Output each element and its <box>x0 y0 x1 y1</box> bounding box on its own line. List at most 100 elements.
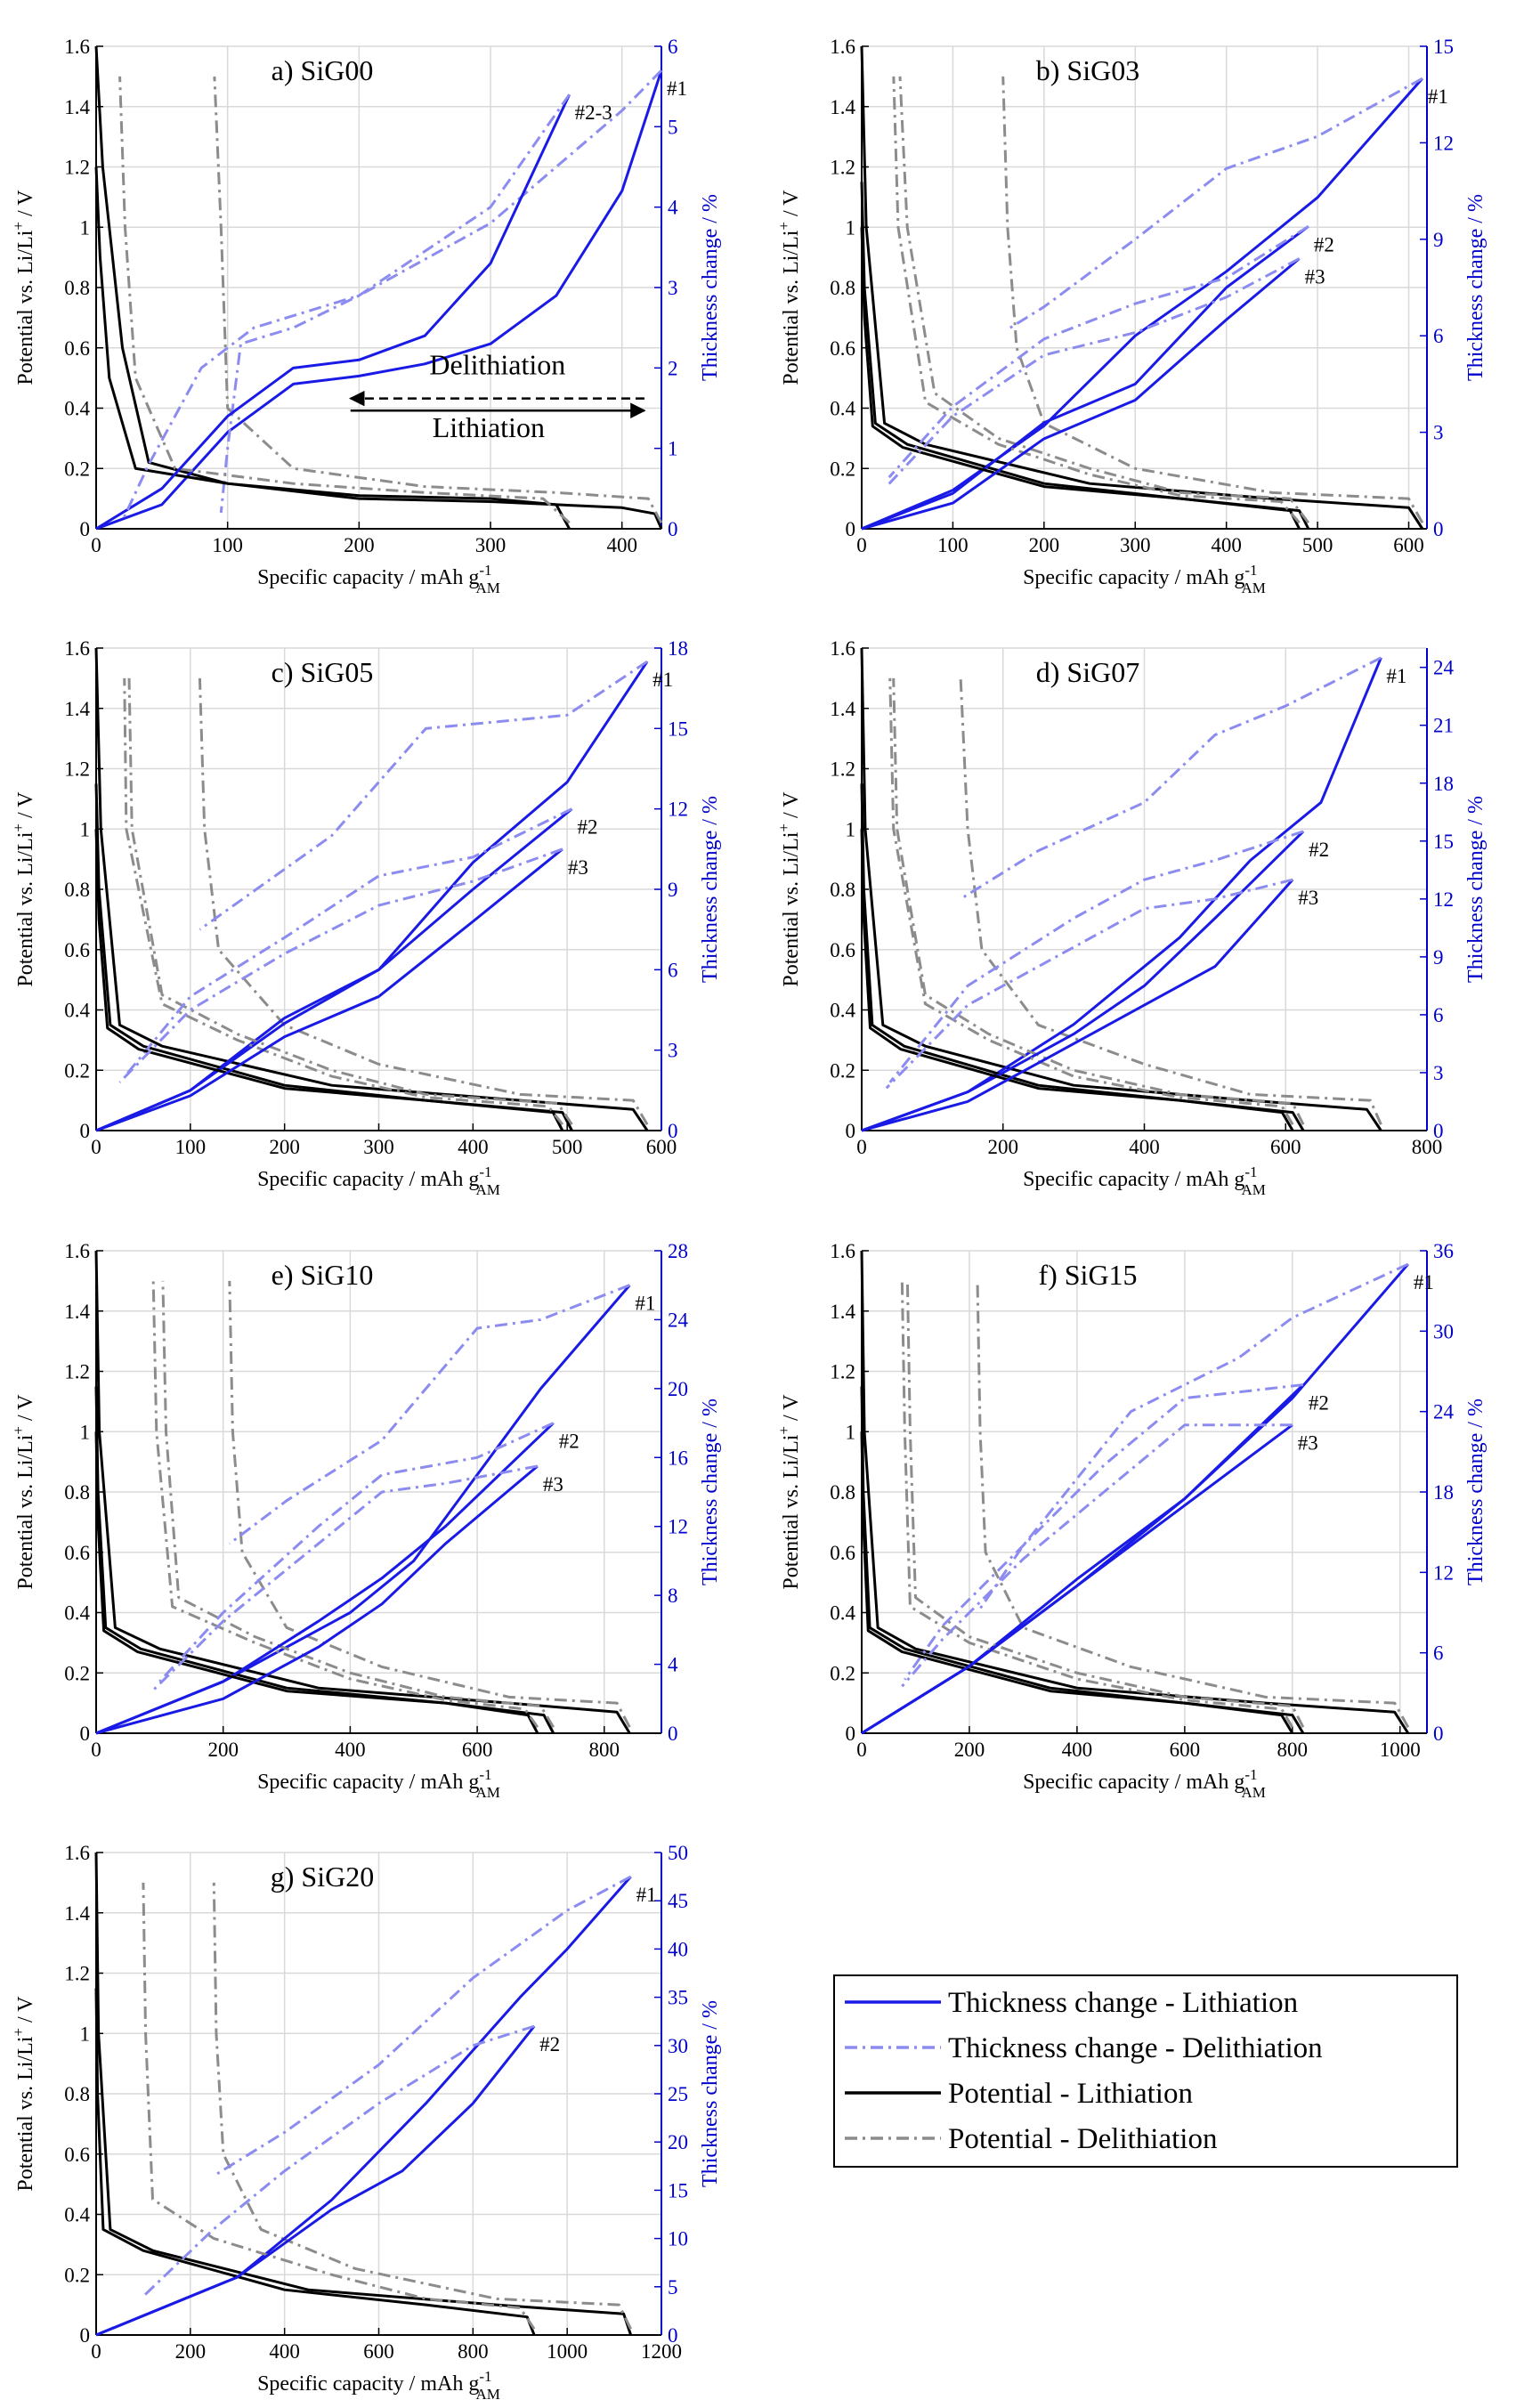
curve-label: #1 <box>1428 85 1448 108</box>
y-axis-label-tail: / V <box>14 190 37 222</box>
y2-tick-label: 2 <box>668 357 678 379</box>
x-tick-label: 100 <box>937 534 969 556</box>
y-axis-label-sup: + <box>775 222 792 231</box>
y2-axis-label: Thickness change / % <box>1464 1399 1487 1585</box>
y2-tick-label: 20 <box>668 2131 688 2153</box>
x-tick-label: 500 <box>552 1136 583 1158</box>
x-axis-label: Specific capacity / mAh g-1 AM <box>257 1163 500 1198</box>
y-tick-label: 0 <box>846 518 856 540</box>
curve-label: #2 <box>559 1431 580 1453</box>
y-axis-label: Potential vs. Li/Li+ / V <box>775 190 803 385</box>
y-tick-label: 1.4 <box>64 96 90 118</box>
y2-tick-label: 28 <box>668 1240 688 1262</box>
y2-tick-label: 16 <box>668 1447 688 1469</box>
y2-axis-label: Thickness change / % <box>699 1399 722 1585</box>
y2-tick-label: 18 <box>668 637 688 660</box>
x-tick-label: 800 <box>589 1739 620 1761</box>
curve-label: #1 <box>1386 665 1406 687</box>
x-axis-label-sub: AM <box>1242 580 1266 596</box>
y-tick-label: 0.6 <box>64 337 90 360</box>
data-line <box>861 257 1301 531</box>
y2-tick-label: 15 <box>1433 831 1454 853</box>
data-line <box>861 879 1294 1132</box>
y2-tick-label: 30 <box>1433 1320 1454 1342</box>
data-line <box>960 656 1382 901</box>
y-tick-label: 1 <box>80 818 91 840</box>
y-tick-label: 0.2 <box>830 1662 855 1684</box>
y-axis-label-sup: + <box>10 823 27 832</box>
y2-tick-label: 0 <box>668 518 678 540</box>
y-tick-label: 1.2 <box>830 157 855 179</box>
x-axis-label-sup: -1 <box>1244 1766 1257 1783</box>
y-tick-label: 1.6 <box>64 1240 90 1262</box>
data-line <box>123 677 564 1126</box>
annotation: Delithiation <box>429 349 565 381</box>
y2-tick-label: 24 <box>1433 657 1455 679</box>
y-tick-label: 1.4 <box>64 1301 90 1323</box>
data-line <box>94 1431 539 1734</box>
x-tick-label: 300 <box>475 534 507 556</box>
data-line <box>94 1852 633 2336</box>
x-axis-label: Specific capacity / mAh g-1 AM <box>1023 562 1266 596</box>
data-line <box>888 225 1309 479</box>
x-axis-label: Specific capacity / mAh g-1 AM <box>1023 1766 1266 1801</box>
data-line <box>121 93 571 522</box>
data-line <box>95 69 663 531</box>
y-tick-label: 0.6 <box>64 939 90 961</box>
y2-tick-label: 40 <box>668 1938 688 1960</box>
panel-title: g) SiG20 <box>271 1861 374 1893</box>
data-line <box>95 1422 555 1735</box>
curve-label: #1 <box>636 1884 657 1906</box>
data-line <box>888 830 1304 1083</box>
y-axis-label: Potential vs. Li/Li+ / V <box>10 1394 37 1590</box>
data-line <box>885 878 1293 1090</box>
x-axis-label-sub: AM <box>1242 1181 1266 1198</box>
x-tick-label: 400 <box>606 534 637 556</box>
y-tick-label: 0.6 <box>830 939 855 961</box>
data-line <box>95 2025 536 2337</box>
data-line <box>151 1280 539 1729</box>
y2-tick-label: 9 <box>1433 946 1444 969</box>
y2-tick-label: 24 <box>668 1309 689 1331</box>
x-tick-label: 200 <box>988 1136 1019 1158</box>
data-line <box>95 93 571 531</box>
data-line <box>228 1280 631 1728</box>
y2-tick-label: 3 <box>1433 1062 1444 1084</box>
panel: 0 100 200 300 400 500 60000.20.40.60.811.21.41… <box>775 36 1487 596</box>
x-tick-label: 0 <box>856 1136 867 1158</box>
y-tick-label: 0.8 <box>830 879 855 901</box>
y-tick-label: 0.4 <box>830 398 855 420</box>
y2-tick-label: 0 <box>668 2324 678 2347</box>
y-axis-label-text: Potential vs. Li/Li <box>14 831 37 986</box>
y-axis-label-text: Potential vs. Li/Li <box>780 1434 803 1589</box>
y-tick-label: 1.4 <box>64 698 90 720</box>
x-axis-label-sup: -1 <box>479 1163 491 1180</box>
y2-tick-label: 8 <box>668 1585 678 1607</box>
data-line <box>900 1280 1294 1728</box>
curve-label: #1 <box>667 77 687 100</box>
y-tick-label: 1.6 <box>64 637 90 660</box>
y-tick-label: 1 <box>846 818 856 840</box>
panel: 0 100 200 300 400 500 60000.20.40.60.811.21.41… <box>10 637 722 1198</box>
x-tick-label: 200 <box>269 1136 300 1158</box>
y-axis-label-text: Potential vs. Li/Li <box>14 230 37 385</box>
y-tick-label: 0 <box>846 1120 856 1142</box>
x-tick-label: 500 <box>1302 534 1333 556</box>
data-line <box>860 647 1382 1131</box>
x-tick-label: 400 <box>1129 1136 1160 1158</box>
y2-tick-label: 3 <box>1433 422 1444 444</box>
y2-tick-label: 9 <box>1433 229 1444 251</box>
y-tick-label: 1.2 <box>830 1361 855 1383</box>
data-line <box>94 166 571 530</box>
x-axis-label-sub: AM <box>476 1181 500 1198</box>
data-line <box>198 677 649 1125</box>
data-line <box>94 829 564 1131</box>
x-axis-label-sub: AM <box>476 580 500 596</box>
data-line <box>861 225 1309 531</box>
y2-tick-label: 15 <box>668 2179 688 2201</box>
y-tick-label: 1 <box>846 216 856 239</box>
y-tick-label: 1.2 <box>830 758 855 781</box>
x-axis-label: Specific capacity / mAh g-1 AM <box>257 562 500 596</box>
data-line <box>219 69 663 514</box>
